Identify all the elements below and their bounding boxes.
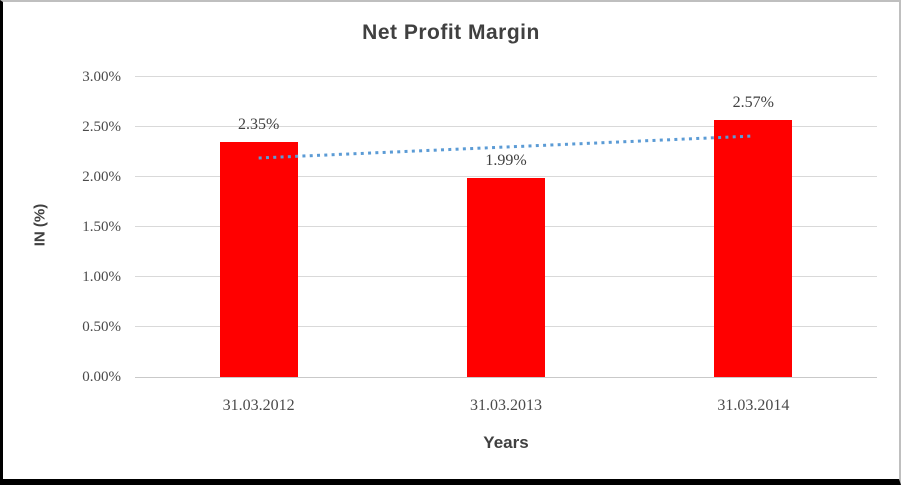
y-tick-label: 2.50%: [82, 119, 121, 135]
chart-title: Net Profit Margin: [362, 21, 540, 44]
y-tick-label: 3.00%: [82, 69, 121, 85]
plot-area: 2.35% 1.99% 2.57%: [135, 76, 877, 378]
gridline: [135, 76, 877, 77]
bar: [714, 120, 793, 377]
bar: [467, 178, 545, 377]
bar: [219, 142, 298, 377]
x-tick-label: 31.03.2013: [470, 397, 542, 414]
y-tick-label: 1.00%: [82, 269, 121, 285]
gridline: [135, 126, 877, 127]
bar-data-label: 2.35%: [237, 116, 280, 133]
bar-data-label: 2.57%: [732, 94, 774, 111]
y-tick-label: 0.00%: [82, 369, 121, 385]
gridline: [135, 176, 877, 177]
y-axis-tick-labels: 0.00% 0.50% 1.00% 1.50% 2.00% 2.50% 3.00%: [3, 69, 121, 385]
x-axis-tick-labels: 31.03.2012 31.03.2013 31.03.2014: [135, 395, 877, 417]
bar-data-label: 1.99%: [485, 152, 527, 169]
y-tick-label: 2.00%: [82, 169, 121, 185]
x-tick-label: 31.03.2012: [222, 397, 295, 414]
y-tick-label: 1.50%: [82, 219, 121, 235]
x-tick-label: 31.03.2014: [717, 397, 790, 414]
x-axis-title: Years: [483, 433, 529, 452]
y-tick-label: 0.50%: [82, 319, 121, 335]
